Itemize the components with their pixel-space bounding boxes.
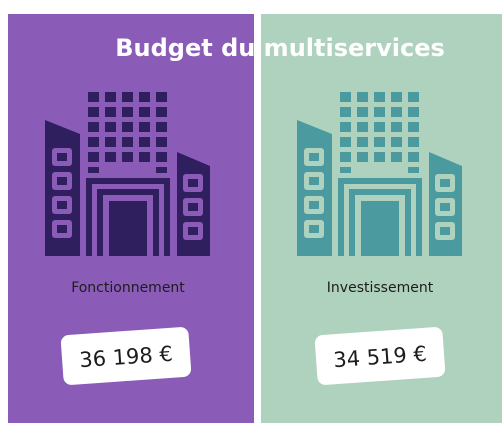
amount-card: 34 519 € — [314, 327, 446, 385]
panel-label: Investissement — [327, 280, 434, 296]
card — [314, 327, 446, 385]
amount-card: 36 198 € — [60, 327, 192, 385]
card — [60, 327, 192, 385]
panel-label: Fonctionnement — [71, 280, 185, 296]
title: Budget du multiservices — [115, 34, 445, 62]
